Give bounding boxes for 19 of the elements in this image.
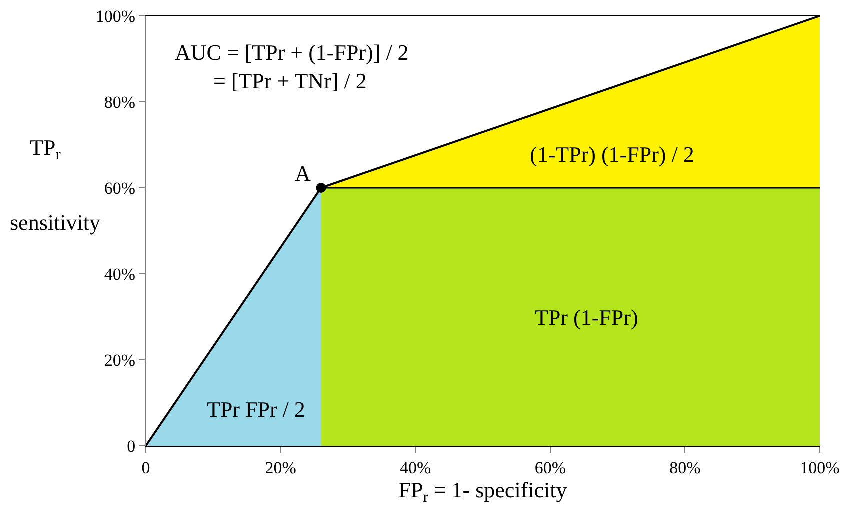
x-tick-label: 40% <box>400 458 432 478</box>
x-tick-label: 100% <box>800 458 840 478</box>
y-tick-label: 100% <box>96 6 136 26</box>
text: TP$_{r}$ sensitivity <box>10 135 100 235</box>
annotation: AUC = [TPr + (1-FPr)] / 2 = [TPr + TNr] / 2 <box>175 40 409 94</box>
x-tick-label: 80% <box>670 458 701 478</box>
x-tick-label: 20% <box>265 458 296 478</box>
y-tick-label: 40% <box>104 264 136 284</box>
annotation: A <box>295 161 311 186</box>
x-tick-label: 0 <box>142 458 150 478</box>
annotation: (1-TPr) (1-FPr) / 2 <box>530 142 694 167</box>
y-tick-label: 60% <box>104 178 136 198</box>
x-axis-title: FP$_{r}$ = 1- specificity <box>398 477 568 506</box>
annotation: TPr FPr / 2 <box>207 397 306 422</box>
y-tick-label: 20% <box>104 350 136 370</box>
y-tick-label: 0 <box>127 436 136 456</box>
y-tick-label: 80% <box>104 92 136 112</box>
annotation: TPr (1-FPr) <box>535 305 638 330</box>
x-tick-label: 60% <box>534 458 566 478</box>
